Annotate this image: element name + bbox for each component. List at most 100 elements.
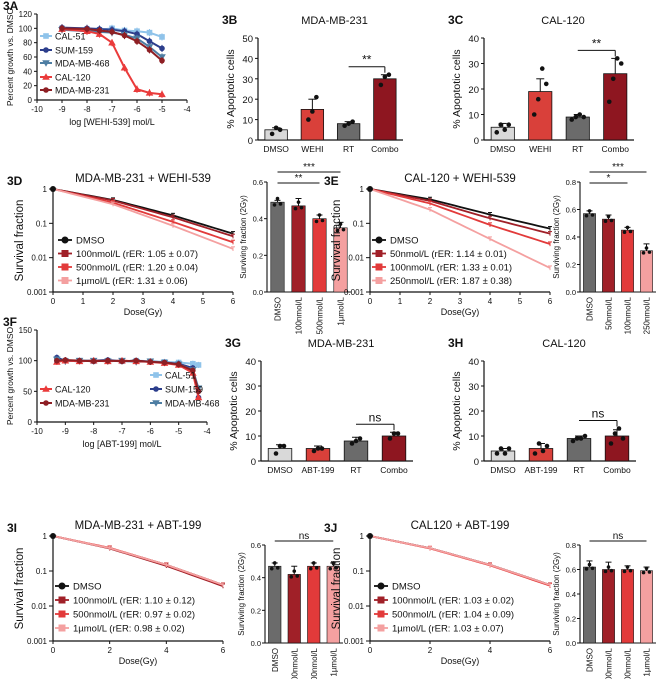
y-tick-label: 50 [23, 387, 32, 396]
data-dot [609, 218, 614, 223]
y-tick-label: 1 [43, 532, 48, 541]
legend-marker [43, 47, 49, 53]
data-dot [587, 209, 592, 213]
legend-label: 100nmol/L (rER: 1.10 ± 0.12) [73, 596, 195, 607]
survival-curve [52, 188, 234, 250]
data-dot [506, 122, 512, 127]
panel-label: 3A [3, 0, 19, 13]
legend-label: CAL-51 [55, 32, 86, 42]
y-axis-label: Survival fraction [331, 200, 343, 282]
y-axis-label: Surviving fraction (2Gy) [239, 195, 248, 279]
bar [583, 213, 596, 293]
legend-label: DMSO [73, 582, 102, 593]
category-label: 500nmol/L [624, 647, 633, 679]
data-point [54, 357, 60, 364]
data-dot [338, 222, 343, 226]
y-tick-label: 0.8 [566, 178, 576, 187]
category-label: 100nmol/L [290, 647, 299, 679]
legend-marker [152, 400, 160, 407]
x-tick-label: 6 [548, 646, 553, 655]
data-dot [578, 436, 584, 441]
data-point [96, 27, 103, 34]
data-dot [295, 574, 300, 578]
y-tick-label: 0.0 [253, 288, 263, 297]
data-point [146, 38, 153, 45]
data-dot [275, 196, 280, 201]
legend-label: MDA-MB-468 [165, 399, 220, 409]
data-dot [502, 127, 508, 133]
y-tick-label: 0 [474, 457, 479, 468]
significance-label: *** [612, 162, 624, 173]
y-axis-label: Survival fraction [14, 200, 26, 282]
legend-label: DMSO [390, 236, 419, 247]
chart-title: CAL-120 [542, 338, 585, 350]
y-tick-label: 10 [245, 432, 256, 443]
x-tick-label: -10 [31, 105, 43, 114]
significance-label: ns [369, 410, 382, 424]
data-dot [317, 213, 322, 217]
category-label: 100nmol/L [295, 296, 304, 334]
data-dot [618, 61, 624, 66]
chart-title: MDA-MB-231 + WEHI-539 [75, 173, 211, 185]
bar [300, 109, 325, 141]
data-dot [581, 114, 587, 120]
x-tick-label: 0 [51, 297, 56, 306]
y-tick-label: 0 [248, 136, 253, 147]
x-tick-label: -5 [158, 105, 166, 114]
x-axis-label: Dose(Gy) [119, 656, 158, 666]
y-tick-label: 40 [23, 67, 32, 76]
y-tick-label: 0.6 [566, 566, 576, 575]
category-label: Combo [371, 144, 399, 154]
y-tick-label: 0.4 [251, 574, 261, 583]
data-dot [306, 117, 311, 122]
category-label: Combo [602, 144, 630, 154]
data-point [146, 47, 153, 53]
legend-label: 100nmol/L (rER: 1.03 ± 0.02) [392, 596, 514, 607]
x-tick-label: -4 [203, 427, 211, 436]
x-tick-label: -7 [118, 427, 126, 436]
data-dot [584, 567, 589, 571]
legend-label: MDA-MB-231 [55, 86, 110, 96]
data-dot [335, 228, 340, 233]
y-tick-label: 80 [23, 39, 32, 48]
category-label: 500nmol/L [310, 647, 319, 679]
y-tick-label: 0.6 [253, 178, 263, 187]
x-axis-label: log [WEHI-539] mol/L [69, 117, 155, 127]
category-label: 50nmol/L [605, 296, 614, 329]
data-dot [625, 565, 630, 569]
panel-label: 3E [324, 174, 339, 188]
y-tick-label: 0.6 [566, 206, 576, 215]
data-dot [342, 123, 347, 129]
bar [603, 73, 628, 141]
x-tick-label: 6 [231, 297, 236, 306]
data-dot [378, 82, 384, 88]
data-dot [506, 446, 512, 451]
significance-label: ns [592, 407, 605, 421]
y-tick-label: 20 [468, 85, 479, 96]
data-dot [349, 441, 355, 446]
legend-marker [43, 33, 49, 39]
category-label: RT [350, 465, 361, 475]
category-label: WEHI [301, 144, 323, 154]
legend-label: MDA-MB-231 [55, 399, 110, 409]
data-point [147, 359, 154, 365]
data-point [367, 186, 373, 192]
data-point [119, 358, 125, 365]
data-dot [603, 569, 608, 574]
legend-label: SUM-159 [55, 46, 93, 56]
data-dot [350, 119, 355, 124]
data-dot [386, 72, 392, 78]
y-tick-label: 50 [242, 34, 253, 45]
data-dot [334, 566, 339, 570]
bar [343, 440, 369, 462]
y-tick-label: 0.4 [566, 233, 576, 242]
y-axis-label: Surviving fraction (2Gy) [237, 552, 246, 636]
bar [640, 570, 653, 644]
bar [264, 129, 288, 141]
category-label: DMSO [271, 648, 280, 672]
legend-marker [375, 277, 383, 284]
data-point [190, 367, 196, 374]
data-point [50, 186, 56, 192]
y-tick-label: 0.001 [344, 288, 365, 297]
